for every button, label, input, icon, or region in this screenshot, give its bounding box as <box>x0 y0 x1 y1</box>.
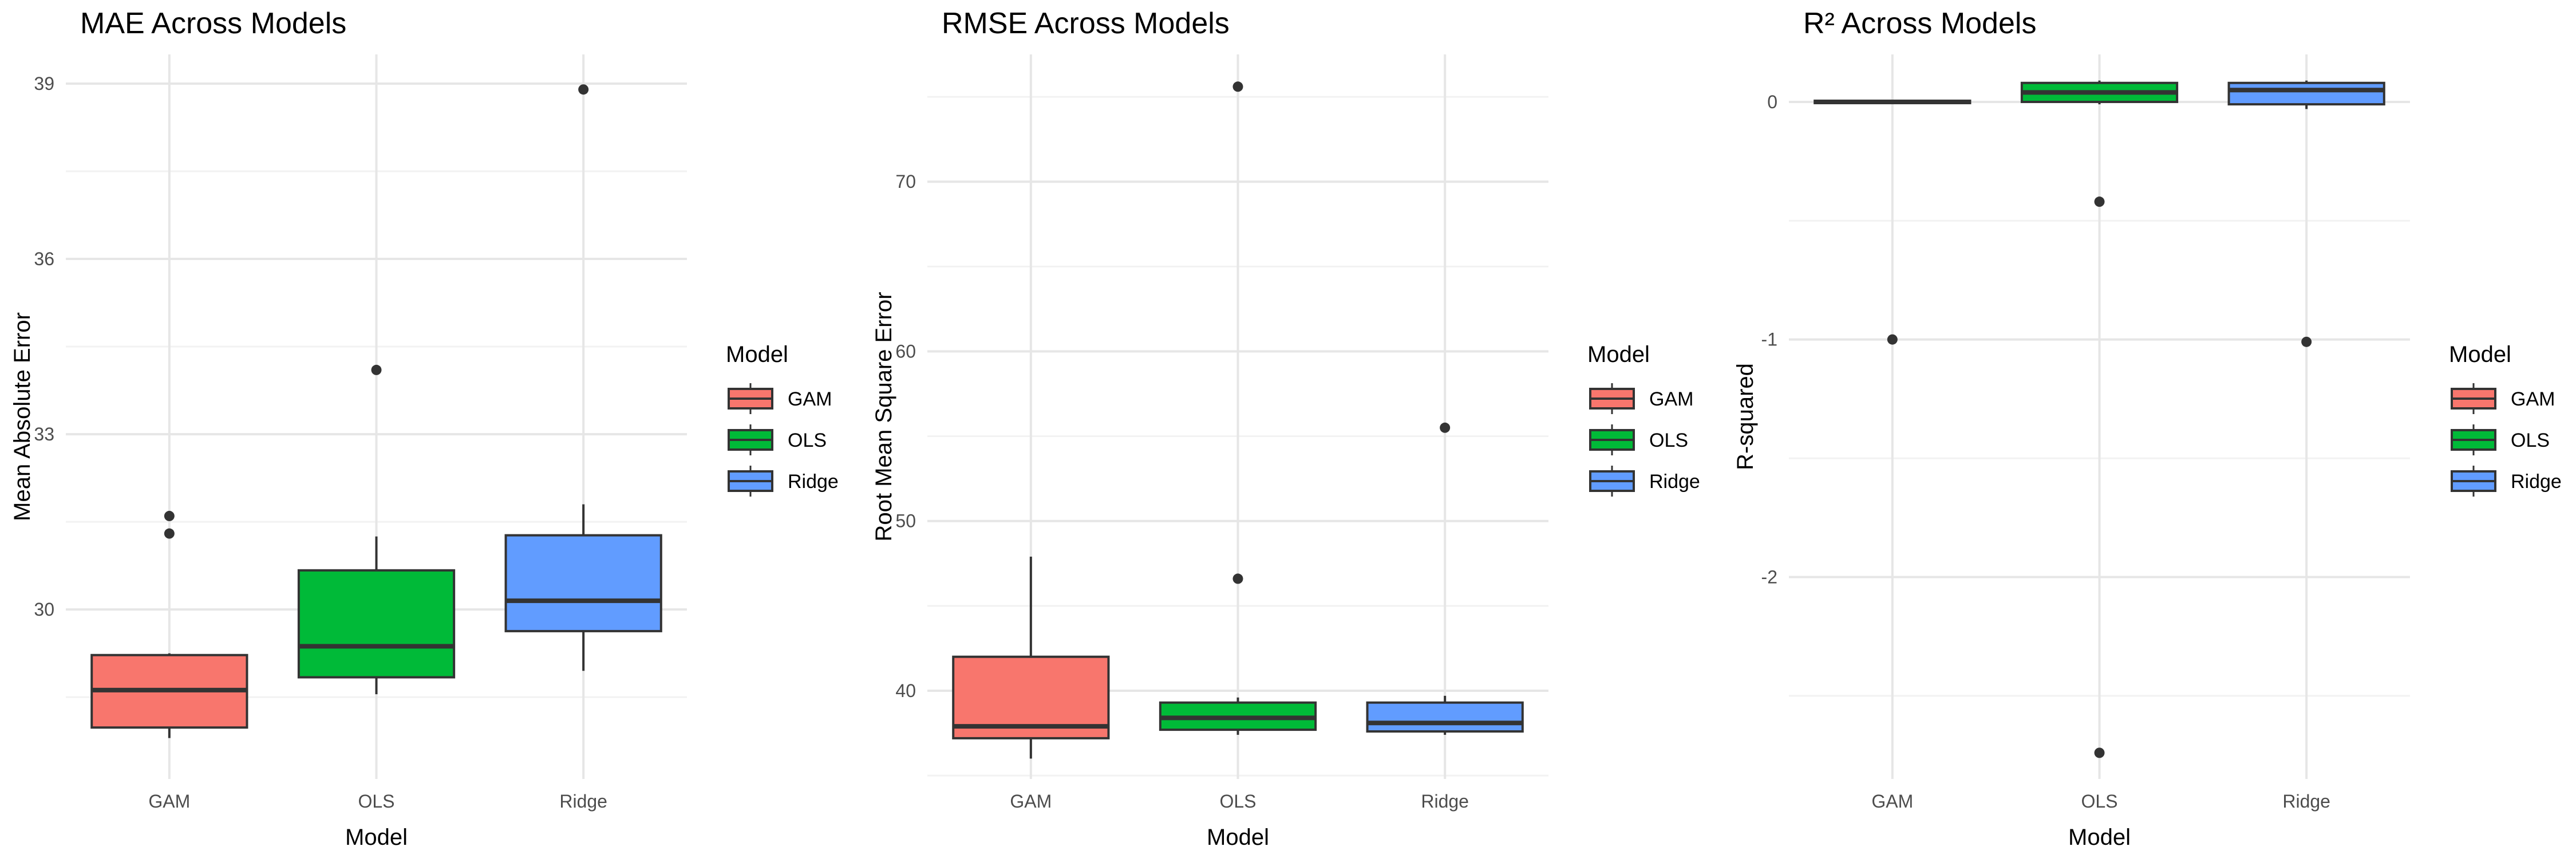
y-tick-label: 40 <box>895 680 916 701</box>
outlier-point <box>1440 422 1451 433</box>
legend-label: GAM <box>1649 388 1693 410</box>
outlier-point <box>1232 81 1243 92</box>
chart-title: RMSE Across Models <box>942 7 1230 40</box>
legend-item-gam: GAM <box>2451 383 2555 414</box>
y-tick-label: 30 <box>34 599 54 620</box>
y-tick-label: 70 <box>895 171 916 192</box>
box-body <box>1366 701 1524 733</box>
y-tick-label: 33 <box>34 424 54 444</box>
legend-label: Ridge <box>1649 471 1700 493</box>
x-tick-label: GAM <box>148 791 190 812</box>
box-ridge <box>504 84 662 671</box>
x-tick-label: Ridge <box>2282 791 2330 812</box>
legend-item-ols: OLS <box>1589 424 1688 455</box>
legend-item-gam: GAM <box>728 383 832 414</box>
legend-label: Ridge <box>788 471 839 493</box>
outlier-point <box>2094 196 2105 207</box>
chart-panel-3: 0 -1 -2 GAM OLS Ridge R² Across Models Model R-s… <box>1733 7 2562 850</box>
outlier-point <box>578 84 589 95</box>
y-tick-label: 36 <box>34 249 54 269</box>
y-tick-label: 60 <box>895 341 916 361</box>
legend: Model GAM OLS Ridge <box>1587 342 1700 497</box>
legend-item-ridge: Ridge <box>1589 466 1700 497</box>
legend-item-ols: OLS <box>728 424 827 455</box>
x-axis-label: Model <box>2068 825 2131 850</box>
legend-label: OLS <box>1649 430 1688 451</box>
legend-label: OLS <box>2511 430 2550 451</box>
chart-title: MAE Across Models <box>80 7 346 40</box>
legend-title: Model <box>2449 342 2511 367</box>
legend-title: Model <box>1587 342 1650 367</box>
x-tick-label: OLS <box>2081 791 2117 812</box>
outlier-point <box>371 364 382 375</box>
legend-item-ols: OLS <box>2451 424 2550 455</box>
box-ols <box>2020 80 2179 758</box>
y-tick-label: 0 <box>1767 92 1777 112</box>
chart-title: R² Across Models <box>1803 7 2036 40</box>
legend-item-ridge: Ridge <box>2451 466 2562 497</box>
box-ols <box>297 364 456 695</box>
chart-panel-1: 30 33 36 39 GAM OLS Ridge MAE Across Models Mode… <box>10 7 839 850</box>
legend-label: GAM <box>2511 388 2555 410</box>
chart-panel-2: 40 50 60 70 GAM OLS Ridge RMSE Across Models Mod… <box>871 7 1700 850</box>
box-ridge <box>1366 422 1524 735</box>
outlier-point <box>164 528 175 539</box>
box-gam <box>90 510 248 738</box>
legend-title: Model <box>726 342 788 367</box>
outlier-point <box>164 510 175 521</box>
x-tick-label: GAM <box>1010 791 1052 812</box>
x-tick-label: OLS <box>358 791 394 812</box>
y-tick-label: -1 <box>1761 329 1777 350</box>
outlier-point <box>1232 573 1243 584</box>
y-axis-label: Root Mean Square Error <box>871 292 896 542</box>
outlier-point <box>2301 336 2312 347</box>
y-tick-label: 39 <box>34 73 54 94</box>
y-axis-label: Mean Absolute Error <box>10 312 35 521</box>
x-tick-label: GAM <box>1871 791 1913 812</box>
box-ols <box>1159 81 1317 735</box>
box-gam <box>1814 99 1971 345</box>
x-axis-label: Model <box>345 825 408 850</box>
box-body <box>504 534 662 632</box>
outlier-point <box>1887 334 1898 345</box>
box-gam <box>952 556 1110 759</box>
box-ridge <box>2227 80 2385 347</box>
x-tick-label: Ridge <box>559 791 607 812</box>
box-body <box>2227 81 2385 106</box>
outlier-point <box>2094 747 2105 758</box>
box-body <box>297 569 456 679</box>
x-tick-label: OLS <box>1219 791 1256 812</box>
y-tick-label: 50 <box>895 511 916 532</box>
y-axis-label: R-squared <box>1733 363 1758 470</box>
x-axis-label: Model <box>1207 825 1269 850</box>
legend-label: GAM <box>788 388 832 410</box>
legend-item-gam: GAM <box>1589 383 1693 414</box>
x-tick-label: Ridge <box>1421 791 1469 812</box>
legend-label: Ridge <box>2511 471 2562 493</box>
legend-item-ridge: Ridge <box>728 466 839 497</box>
legend-label: OLS <box>788 430 827 451</box>
y-tick-label: -2 <box>1761 566 1777 587</box>
